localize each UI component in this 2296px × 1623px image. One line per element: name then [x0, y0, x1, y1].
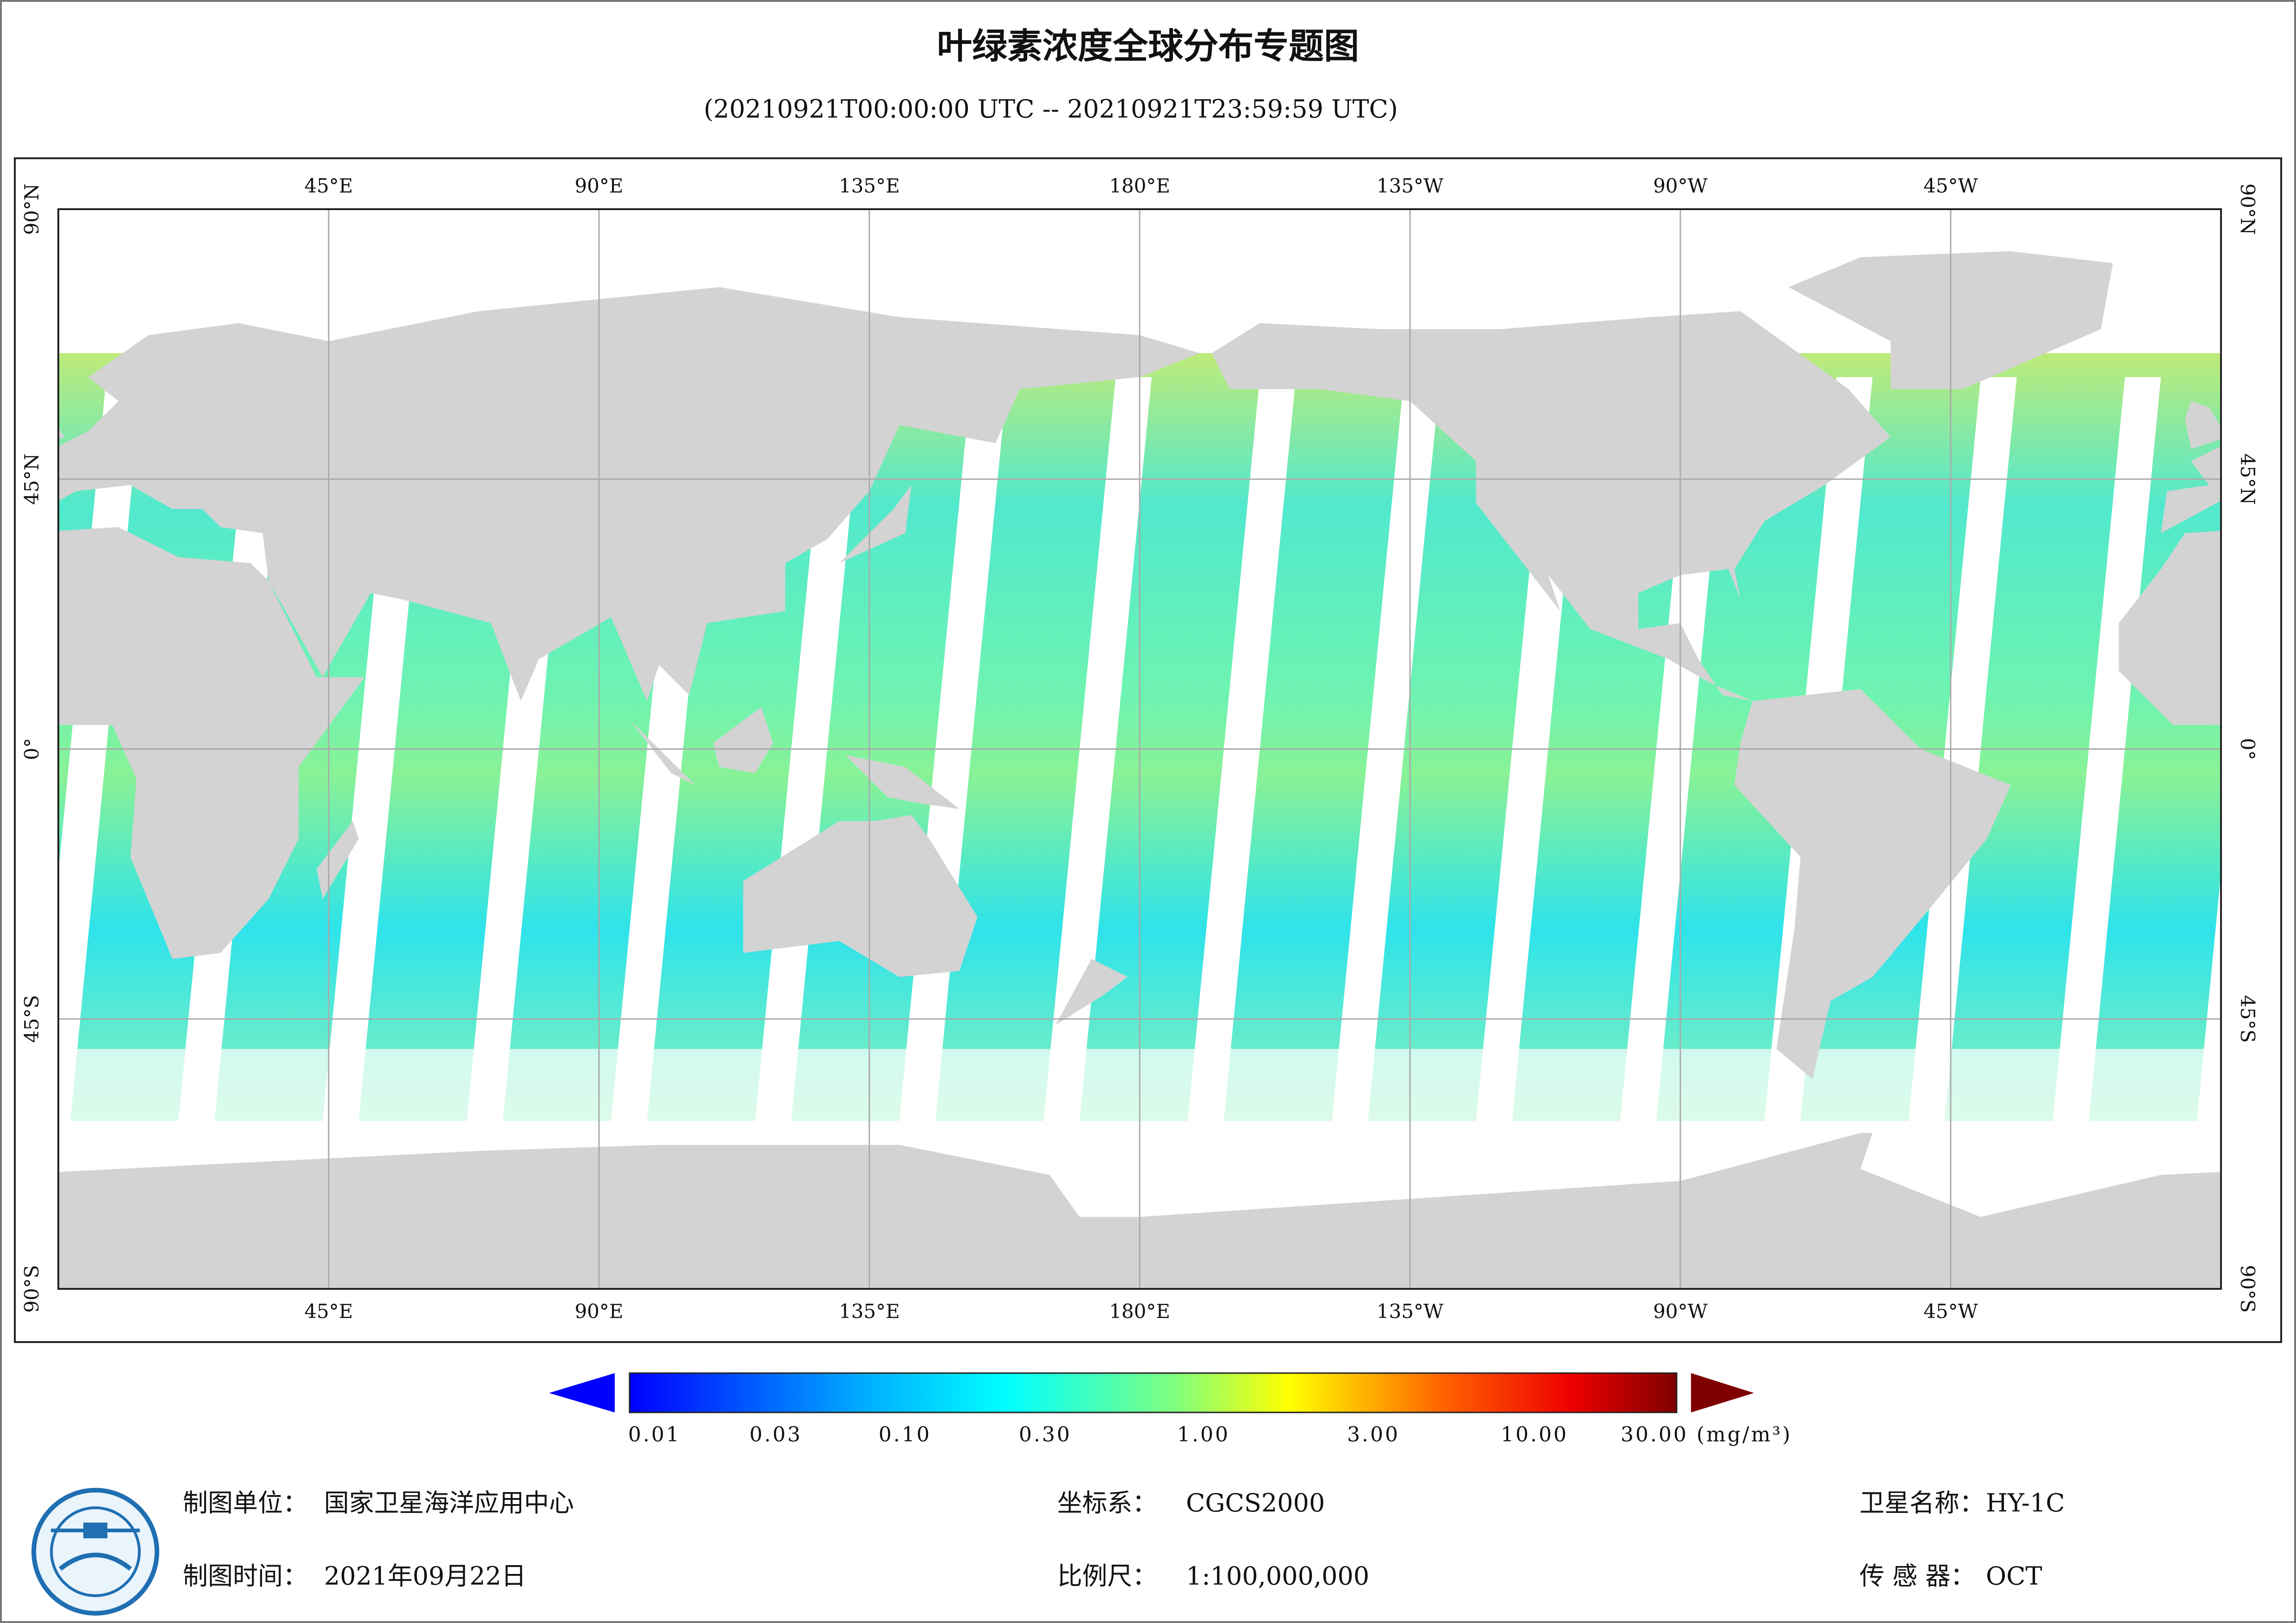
- footer-label: 制图时间：: [183, 1561, 308, 1591]
- lat-label: 0°: [2236, 738, 2259, 760]
- colorbar-tick-label: 0.10: [879, 1423, 931, 1447]
- colorbar-tick-label: 0.01: [628, 1423, 681, 1447]
- lat-label: 90°N: [2236, 183, 2259, 235]
- land: [1734, 689, 2011, 1079]
- map-border: [57, 208, 2222, 1290]
- colorbar-high-arrow: [1691, 1373, 1754, 1412]
- lon-label: 135°E: [839, 1300, 900, 1323]
- lat-label: 45°S: [2236, 995, 2259, 1043]
- footer-value: 国家卫星海洋应用中心: [324, 1488, 574, 1517]
- lon-label: 45°E: [304, 174, 353, 197]
- lon-label: 180°E: [1109, 1300, 1170, 1323]
- colorbar-tick-label: 0.03: [749, 1423, 802, 1447]
- land: [2119, 531, 2221, 725]
- footer-label: 卫星名称：: [1859, 1488, 1984, 1517]
- lat-label: 0°: [20, 738, 43, 760]
- lon-label: 45°W: [1923, 1300, 1978, 1323]
- land: [629, 719, 695, 785]
- title: 叶绿素浓度全球分布专题图: [937, 25, 1359, 67]
- colorbar-tick-label: 30.00: [1621, 1423, 1688, 1447]
- land: [845, 755, 960, 809]
- land: [58, 527, 365, 959]
- map-frame: [14, 157, 2282, 1343]
- land: [713, 707, 774, 773]
- footer-value: 2021年09月22日: [324, 1561, 526, 1591]
- lon-label: 90°W: [1653, 174, 1708, 197]
- lon-label: 135°W: [1377, 174, 1444, 197]
- footer-label: 制图单位：: [183, 1488, 308, 1517]
- lat-label: 45°N: [2236, 454, 2259, 505]
- footer-value: HY-1C: [1986, 1488, 2065, 1517]
- land: [839, 485, 911, 563]
- land: [58, 287, 1200, 701]
- lon-label: 135°W: [1377, 1300, 1444, 1323]
- lon-label: 90°E: [574, 174, 623, 197]
- footer-label: 坐标系：: [1057, 1488, 1157, 1517]
- lat-label: 90°S: [20, 1265, 43, 1312]
- footer-value: 1:100,000,000: [1186, 1561, 1369, 1591]
- footer-label: 传 感 器：: [1859, 1561, 1975, 1591]
- logo: [31, 1488, 159, 1616]
- land: [2185, 401, 2221, 449]
- lat-label: 90°N: [20, 183, 43, 235]
- colorbar-tick-label: 10.00: [1501, 1423, 1568, 1447]
- lon-label: 45°W: [1923, 174, 1978, 197]
- footer-label: 比例尺：: [1057, 1561, 1157, 1591]
- colorbar-low-arrow: [549, 1373, 615, 1412]
- map: [58, 209, 2221, 1289]
- lon-label: 180°E: [1109, 174, 1170, 197]
- lon-label: 90°W: [1653, 1300, 1708, 1323]
- colorbar-unit: (mg/m³): [1697, 1423, 1792, 1447]
- lat-label: 45°S: [20, 995, 43, 1043]
- footer-value: OCT: [1986, 1561, 2042, 1591]
- land: [743, 815, 978, 977]
- colorbar-tick-label: 0.30: [1019, 1423, 1072, 1447]
- lon-label: 45°E: [304, 1300, 353, 1323]
- land: [2161, 446, 2221, 533]
- colorbar-bar: [629, 1372, 1678, 1413]
- lat-label: 45°N: [20, 454, 43, 505]
- lat-label: 90°S: [2236, 1265, 2259, 1312]
- footer: 制图单位： 国家卫星海洋应用中心 制图时间： 2021年09月22日 坐标系： …: [31, 1488, 2065, 1616]
- land: [1211, 311, 1891, 701]
- land: [1055, 959, 1128, 1025]
- land: [58, 427, 64, 439]
- colorbar-tick-label: 1.00: [1177, 1423, 1230, 1447]
- land: [317, 821, 359, 899]
- subtitle: (20210921T00:00:00 UTC -- 20210921T23:59…: [704, 94, 1398, 124]
- lon-label: 90°E: [574, 1300, 623, 1323]
- map-labels: 45°E 45°E 90°E 90°E 135°E 135°E 180°E 180°E 135°…: [20, 174, 2259, 1323]
- colorbar: 0.01 0.03 0.10 0.30 1.00 3.00 10.00 30.00 (mg/m…: [549, 1372, 1792, 1447]
- lon-label: 135°E: [839, 174, 900, 197]
- colorbar-tick-label: 3.00: [1347, 1423, 1400, 1447]
- footer-value: CGCS2000: [1186, 1488, 1325, 1517]
